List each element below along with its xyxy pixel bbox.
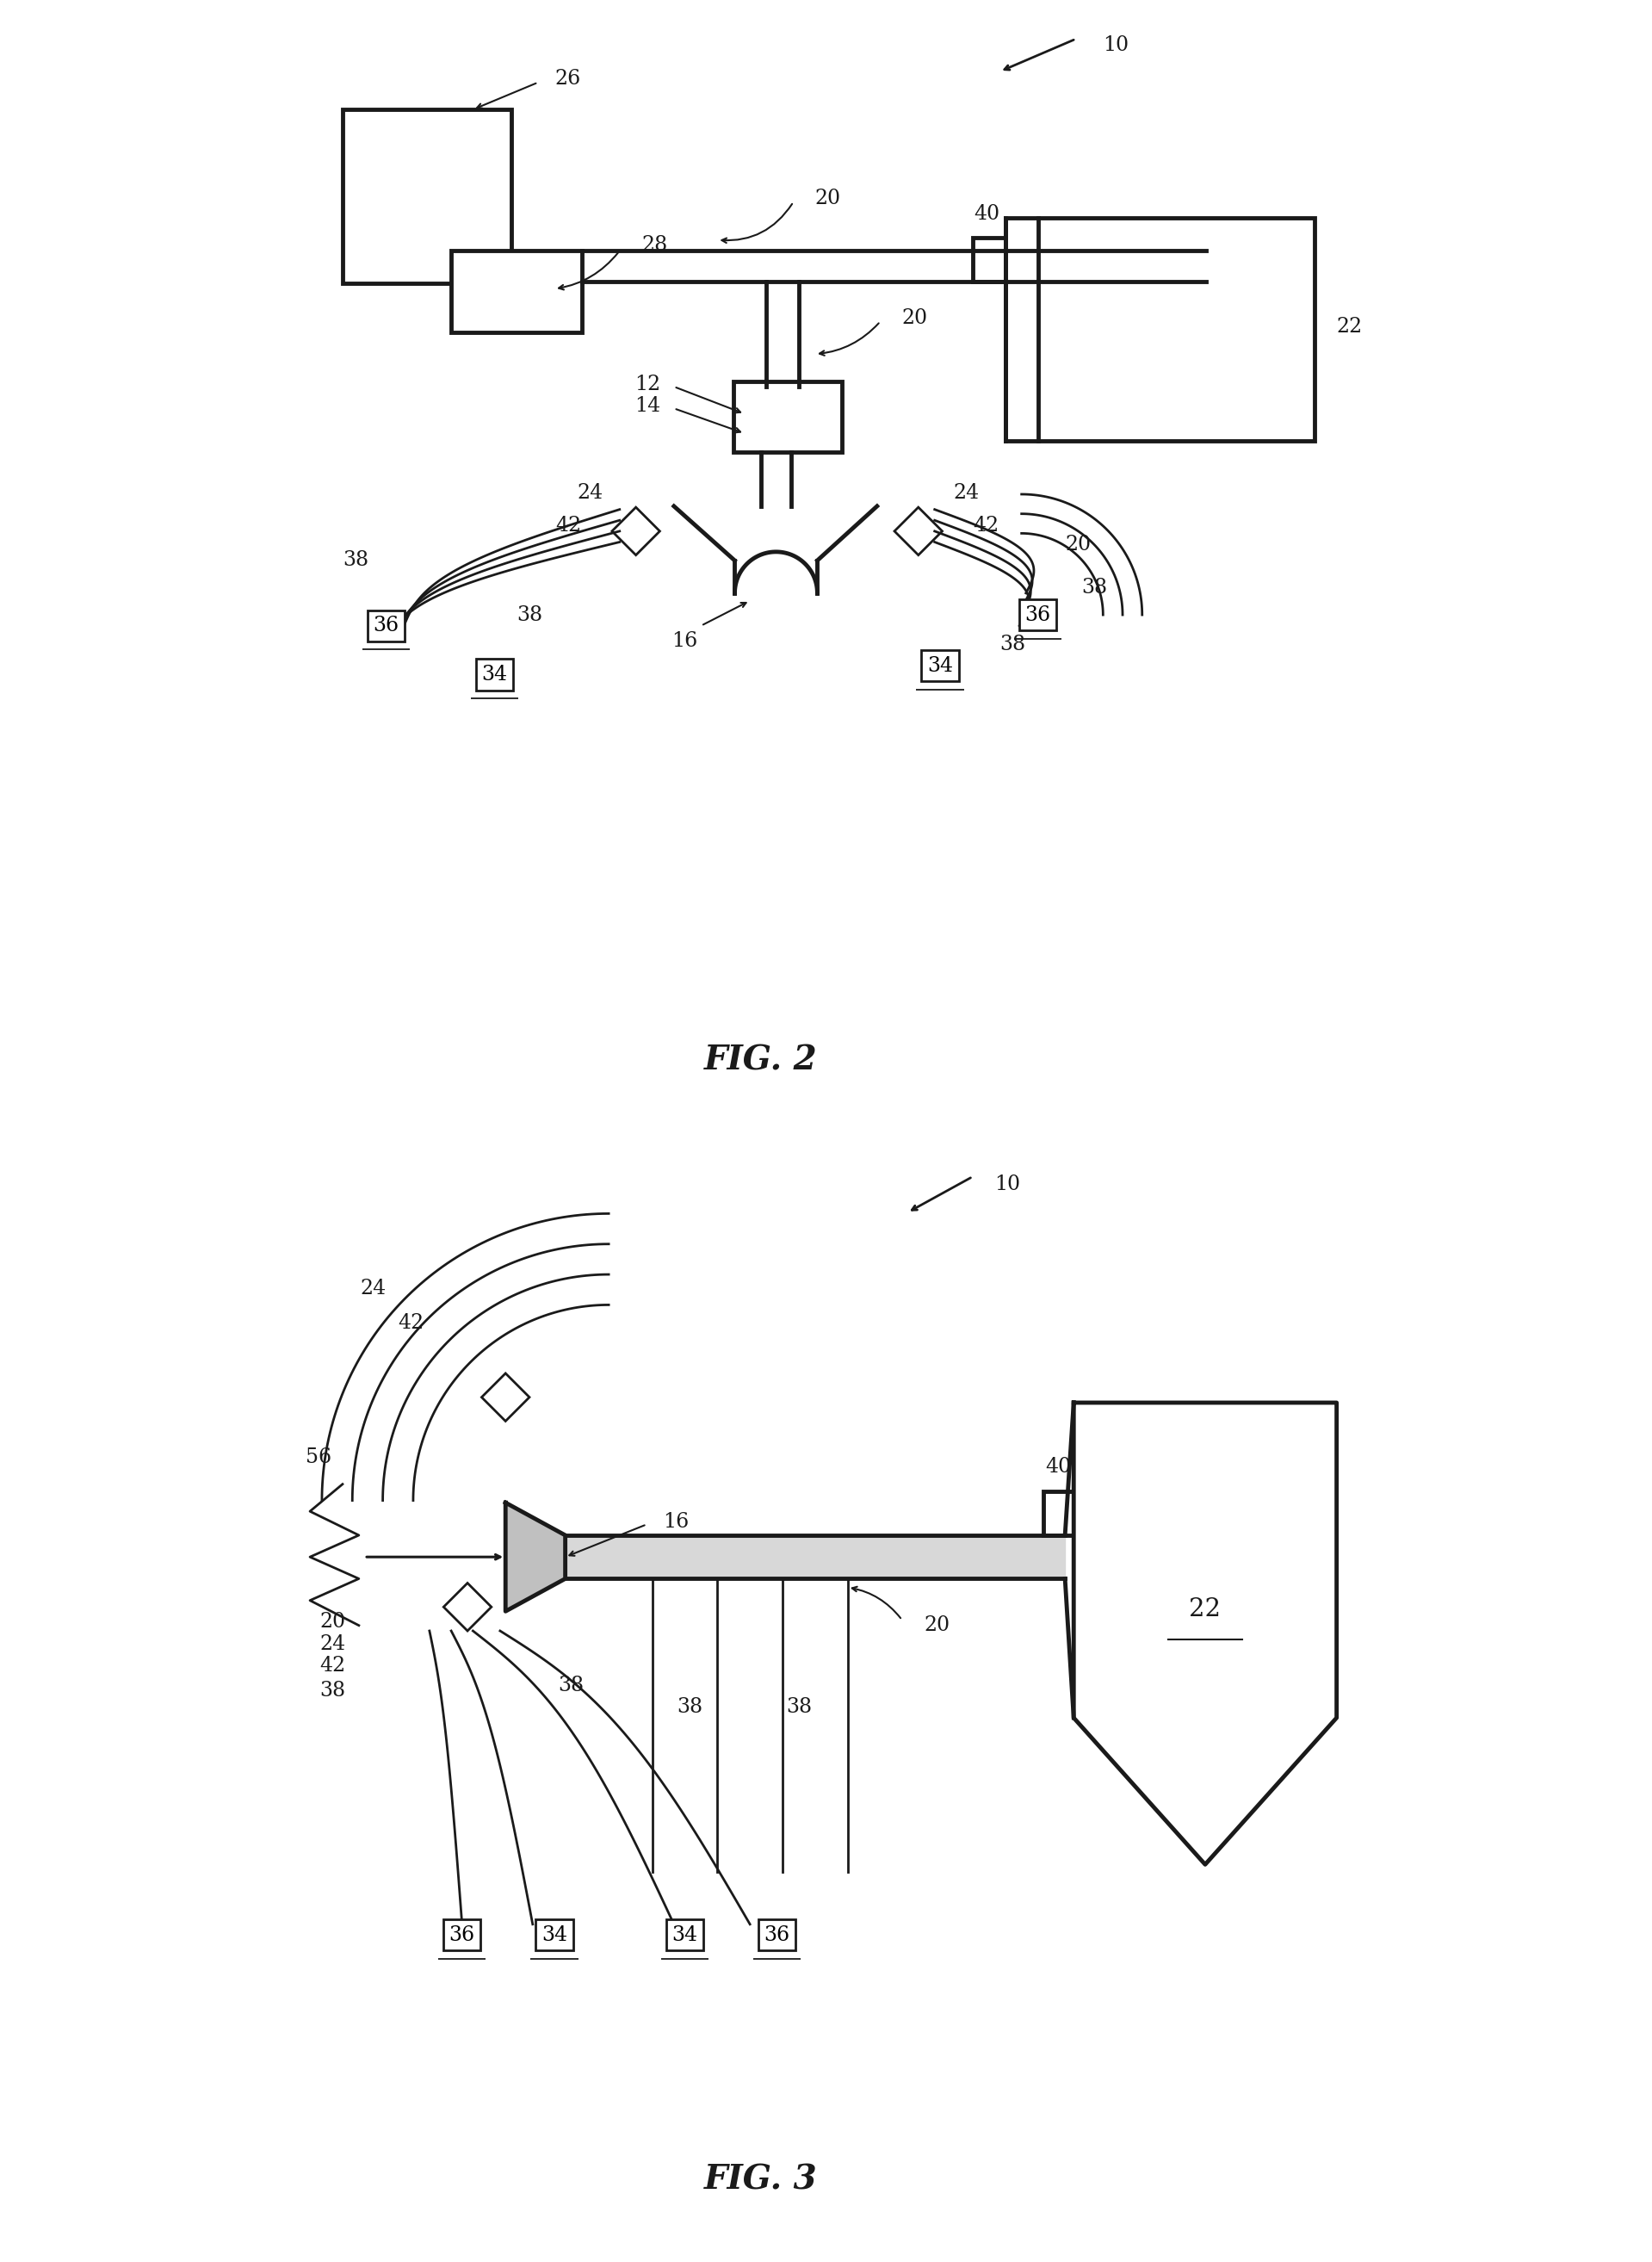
Text: 20: 20 <box>923 1615 950 1635</box>
Text: 56: 56 <box>306 1448 332 1466</box>
Polygon shape <box>611 507 659 554</box>
Text: 34: 34 <box>672 1925 697 1945</box>
Text: 42: 42 <box>398 1314 425 1332</box>
Text: 24: 24 <box>577 484 603 502</box>
Text: 38: 38 <box>677 1696 704 1717</box>
Text: 34: 34 <box>542 1925 567 1945</box>
Bar <box>1044 1491 1074 1536</box>
Bar <box>1006 217 1315 441</box>
Text: 14: 14 <box>634 396 661 416</box>
Text: 16: 16 <box>672 631 697 651</box>
Text: 24: 24 <box>320 1633 345 1654</box>
Text: 24: 24 <box>360 1278 387 1298</box>
Polygon shape <box>894 507 942 554</box>
Text: 20: 20 <box>814 188 841 208</box>
Bar <box>973 238 1006 280</box>
Text: 36: 36 <box>1024 604 1051 624</box>
Text: FIG. 3: FIG. 3 <box>704 2162 818 2196</box>
Polygon shape <box>1074 1402 1336 1864</box>
Text: 20: 20 <box>1066 534 1090 554</box>
Polygon shape <box>444 1583 491 1631</box>
Text: 20: 20 <box>320 1613 345 1633</box>
Text: 10: 10 <box>995 1174 1021 1194</box>
Text: 38: 38 <box>320 1681 345 1701</box>
Polygon shape <box>506 1502 565 1611</box>
Text: 36: 36 <box>765 1925 790 1945</box>
Text: 42: 42 <box>973 516 999 536</box>
Text: 20: 20 <box>902 308 928 328</box>
Text: 12: 12 <box>634 375 661 394</box>
Text: 26: 26 <box>555 70 580 88</box>
Text: 38: 38 <box>1082 577 1107 597</box>
Text: 42: 42 <box>555 516 582 536</box>
Text: 34: 34 <box>482 665 507 685</box>
Text: 36: 36 <box>373 615 400 636</box>
Text: 40: 40 <box>1046 1457 1072 1477</box>
Text: FIG. 2: FIG. 2 <box>704 1045 818 1077</box>
Bar <box>451 251 582 333</box>
Text: 40: 40 <box>973 204 999 224</box>
Text: 22: 22 <box>1189 1597 1221 1622</box>
Text: 38: 38 <box>786 1696 811 1717</box>
Text: 28: 28 <box>641 235 667 256</box>
Text: 24: 24 <box>953 484 980 502</box>
Text: 10: 10 <box>1104 36 1128 57</box>
Text: 38: 38 <box>517 604 542 624</box>
Text: 38: 38 <box>999 633 1026 654</box>
Text: 34: 34 <box>927 656 953 676</box>
Text: 36: 36 <box>449 1925 476 1945</box>
Text: 16: 16 <box>662 1513 689 1531</box>
Polygon shape <box>482 1373 529 1421</box>
Bar <box>342 109 510 283</box>
Text: 22: 22 <box>1336 317 1363 337</box>
Bar <box>733 382 843 452</box>
Text: 42: 42 <box>320 1656 345 1676</box>
Text: 38: 38 <box>342 550 368 570</box>
Text: 38: 38 <box>558 1676 583 1694</box>
